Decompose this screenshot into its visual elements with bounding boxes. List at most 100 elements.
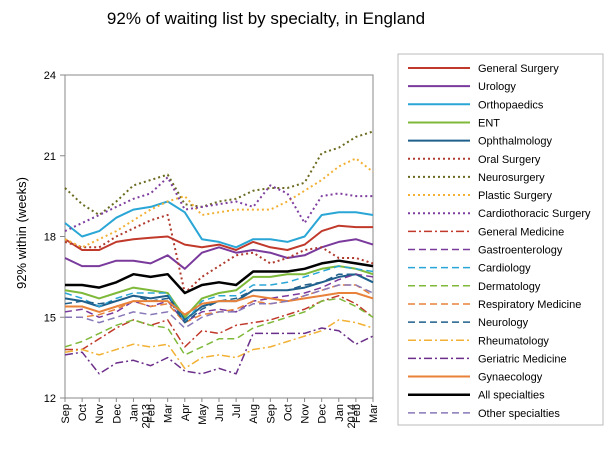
legend-item-ent: ENT: [408, 117, 500, 129]
legend: General Surgery Urology Orthopaedics ENT Oph…: [397, 53, 604, 426]
legend-item-plastic-surgery: Plastic Surgery: [408, 190, 552, 202]
x-tick-label: Aug: [248, 404, 260, 424]
series-line-ent: [64, 265, 374, 319]
x-tick-label: Sep: [265, 404, 277, 424]
legend-item-respiratory-medicine: Respiratory Medicine: [408, 299, 581, 311]
legend-label: Other specialties: [478, 408, 560, 420]
legend-item-urology: Urology: [408, 81, 516, 93]
x-tick-label: Dec: [111, 404, 123, 424]
legend-label: Neurology: [478, 317, 529, 329]
series-line-plastic-surgery: [64, 157, 374, 249]
legend-item-general-surgery: General Surgery: [408, 63, 559, 75]
x-tick-label-line: Mar: [368, 404, 380, 423]
x-tick-label-line: Feb: [351, 404, 363, 423]
x-tick-label: May: [197, 404, 209, 425]
legend-item-gynaecology: Gynaecology: [408, 372, 543, 384]
x-tick-label-line: Jul: [231, 404, 243, 418]
legend-label: All specialties: [478, 390, 545, 402]
x-tick-label: Nov: [94, 404, 106, 424]
series-line-respiratory-medicine: [65, 284, 374, 324]
x-tick-label-line: Aug: [248, 404, 260, 424]
legend-label: Respiratory Medicine: [478, 299, 581, 311]
series-line-general-surgery: [64, 224, 373, 251]
legend-label: Cardiothoracic Surgery: [478, 208, 591, 220]
legend-label: Dermatology: [478, 281, 541, 293]
series-line-other-specialties: [65, 284, 374, 329]
legend-label: Cardiology: [478, 263, 531, 275]
x-tick-label-line: Nov: [94, 404, 106, 424]
legend-label: General Surgery: [478, 63, 559, 75]
x-tick-label: Mar: [163, 404, 175, 423]
legend-item-neurosurgery: Neurosurgery: [408, 172, 545, 184]
legend-item-oral-surgery: Oral Surgery: [408, 154, 541, 166]
x-tick-label-line: Dec: [317, 404, 329, 424]
series-line-geriatric-medicine: [64, 327, 374, 375]
x-tick-label: Feb: [351, 404, 363, 423]
legend-item-ophthalmology: Ophthalmology: [408, 136, 552, 148]
x-tick-label-line: Sep: [60, 404, 72, 424]
x-tick-label: Sep: [60, 404, 72, 424]
x-tick-label-line: Apr: [180, 404, 192, 421]
legend-item-cardiothoracic-surgery: Cardiothoracic Surgery: [408, 208, 591, 220]
legend-item-dermatology: Dermatology: [408, 281, 541, 293]
x-tick-label: Feb: [146, 404, 158, 423]
series-line-all-specialties: [65, 259, 374, 295]
x-tick-label-line: 2013: [140, 404, 152, 428]
x-tick-label-line: Jan: [128, 404, 140, 422]
legend-item-general-medicine: General Medicine: [408, 226, 564, 238]
legend-item-all-specialties: All specialties: [408, 390, 545, 402]
y-tick-label: 21: [44, 151, 56, 163]
legend-item-gastroenterology: Gastroenterology: [408, 245, 563, 257]
x-tick-label: Jul: [231, 404, 243, 418]
legend-label: Plastic Surgery: [478, 190, 552, 202]
legend-item-rheumatology: Rheumatology: [408, 335, 549, 347]
x-tick-label: Dec: [317, 404, 329, 424]
legend-label: Orthopaedics: [478, 99, 544, 111]
series-line-gynaecology: [65, 292, 374, 316]
legend-item-other-specialties: Other specialties: [408, 408, 560, 420]
x-tick-label-line: 2014: [346, 404, 358, 428]
legend-item-geriatric-medicine: Geriatric Medicine: [408, 353, 567, 365]
legend-label: Geriatric Medicine: [478, 353, 567, 365]
legend-label: Gynaecology: [478, 372, 543, 384]
plot-frame: [64, 74, 374, 399]
x-tick-label: Oct: [282, 404, 294, 421]
x-tick-label: Apr: [180, 404, 192, 421]
y-tick-label: 12: [44, 393, 56, 405]
y-tick-label: 24: [44, 70, 56, 82]
series-line-orthopaedics: [64, 200, 374, 249]
series-line-neurosurgery: [64, 130, 374, 216]
series-line-rheumatology: [64, 319, 374, 370]
y-tick-label: 15: [44, 312, 56, 324]
chart-title: 92% of waiting list by specialty, in Eng…: [107, 9, 425, 28]
y-tick-label: 18: [44, 232, 56, 244]
series-lines: [64, 130, 374, 375]
series-line-oral-surgery: [64, 214, 374, 294]
x-tick-label: Jun: [214, 404, 226, 422]
legend-item-cardiology: Cardiology: [408, 263, 531, 275]
legend-label: Ophthalmology: [478, 136, 552, 148]
series-line-cardiology: [64, 265, 374, 324]
legend-label: Urology: [478, 81, 516, 93]
series-line-general-medicine: [65, 294, 374, 351]
y-axis-title: 92% within (weeks): [14, 177, 29, 289]
x-tick-label-line: Jun: [214, 404, 226, 422]
x-tick-label-line: Nov: [300, 404, 312, 424]
legend-item-orthopaedics: Orthopaedics: [408, 99, 544, 111]
legend-item-neurology: Neurology: [408, 317, 529, 329]
x-tick-label-line: Oct: [282, 404, 294, 421]
legend-label: Rheumatology: [478, 335, 549, 347]
x-tick-label-line: Feb: [146, 404, 158, 423]
legend-label: General Medicine: [478, 226, 564, 238]
x-tick-label: Nov: [300, 404, 312, 424]
legend-label: Neurosurgery: [478, 172, 545, 184]
legend-label: ENT: [478, 117, 500, 129]
x-tick-label-line: Mar: [163, 404, 175, 423]
series-line-dermatology: [64, 297, 374, 356]
x-tick-label-line: Jan: [334, 404, 346, 422]
legend-label: Gastroenterology: [478, 245, 563, 257]
legend-box: [397, 53, 604, 426]
x-tick-label-line: Oct: [77, 404, 89, 421]
